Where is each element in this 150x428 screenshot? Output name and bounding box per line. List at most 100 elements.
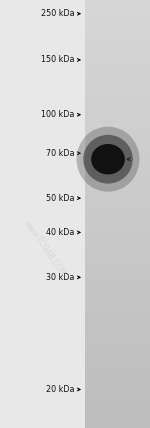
- Bar: [85, 365, 150, 367]
- Bar: [85, 328, 150, 330]
- Bar: [85, 253, 150, 254]
- Bar: [85, 3, 150, 4]
- Bar: [85, 205, 150, 207]
- Bar: [85, 127, 150, 128]
- Bar: [85, 264, 150, 265]
- Bar: [85, 70, 150, 71]
- Bar: [85, 307, 150, 308]
- Bar: [85, 39, 150, 40]
- Bar: [85, 170, 150, 171]
- Bar: [85, 418, 150, 419]
- Bar: [85, 360, 150, 361]
- Bar: [85, 260, 150, 261]
- Bar: [85, 320, 150, 321]
- Bar: [85, 308, 150, 309]
- Bar: [85, 331, 150, 333]
- Bar: [85, 138, 150, 140]
- Bar: [85, 415, 150, 416]
- Bar: [85, 284, 150, 285]
- Bar: [85, 163, 150, 164]
- Bar: [85, 287, 150, 288]
- Bar: [85, 81, 150, 83]
- Bar: [85, 130, 150, 131]
- Bar: [85, 113, 150, 114]
- Bar: [85, 181, 150, 183]
- Bar: [85, 133, 150, 134]
- Bar: [85, 111, 150, 113]
- Bar: [85, 382, 150, 384]
- Bar: [85, 74, 150, 76]
- Bar: [85, 267, 150, 268]
- Bar: [85, 59, 150, 60]
- Bar: [85, 407, 150, 408]
- Bar: [85, 357, 150, 358]
- Bar: [85, 185, 150, 187]
- Bar: [85, 16, 150, 17]
- Bar: [85, 392, 150, 394]
- Bar: [85, 141, 150, 143]
- Bar: [85, 151, 150, 153]
- Bar: [85, 314, 150, 315]
- Bar: [85, 388, 150, 389]
- Bar: [85, 177, 150, 178]
- Bar: [85, 416, 150, 418]
- Bar: [85, 60, 150, 61]
- Bar: [85, 397, 150, 398]
- Bar: [85, 84, 150, 86]
- Bar: [85, 364, 150, 365]
- Bar: [85, 422, 150, 424]
- Bar: [85, 279, 150, 281]
- Bar: [85, 21, 150, 23]
- Bar: [85, 108, 150, 110]
- Bar: [85, 97, 150, 98]
- Bar: [85, 368, 150, 369]
- Bar: [85, 218, 150, 220]
- Bar: [85, 291, 150, 292]
- Bar: [85, 150, 150, 151]
- Bar: [85, 44, 150, 46]
- Bar: [85, 345, 150, 347]
- Bar: [85, 281, 150, 282]
- Bar: [85, 226, 150, 227]
- Bar: [85, 37, 150, 39]
- Bar: [85, 210, 150, 211]
- Ellipse shape: [91, 144, 125, 175]
- Bar: [85, 231, 150, 232]
- Bar: [85, 363, 150, 364]
- Bar: [85, 188, 150, 190]
- Bar: [85, 1, 150, 3]
- Bar: [85, 154, 150, 155]
- Bar: [85, 13, 150, 14]
- Bar: [85, 318, 150, 320]
- Bar: [85, 95, 150, 97]
- Bar: [85, 27, 150, 29]
- Bar: [85, 23, 150, 24]
- Bar: [85, 372, 150, 374]
- Ellipse shape: [76, 127, 140, 192]
- Text: 100 kDa: 100 kDa: [41, 110, 74, 119]
- Bar: [85, 155, 150, 157]
- Bar: [85, 265, 150, 267]
- Bar: [85, 275, 150, 277]
- Bar: [85, 207, 150, 208]
- Bar: [85, 243, 150, 244]
- Bar: [85, 80, 150, 81]
- Bar: [85, 304, 150, 305]
- Bar: [85, 73, 150, 74]
- Bar: [85, 63, 150, 64]
- Bar: [85, 398, 150, 399]
- Bar: [85, 297, 150, 298]
- Bar: [85, 48, 150, 50]
- Text: 150 kDa: 150 kDa: [41, 55, 74, 65]
- Bar: [85, 350, 150, 351]
- Bar: [85, 341, 150, 342]
- Bar: [85, 29, 150, 30]
- Bar: [85, 247, 150, 248]
- Bar: [85, 202, 150, 204]
- Bar: [85, 183, 150, 184]
- Bar: [85, 98, 150, 100]
- Bar: [85, 317, 150, 318]
- Bar: [85, 339, 150, 341]
- Bar: [85, 174, 150, 175]
- Bar: [85, 26, 150, 27]
